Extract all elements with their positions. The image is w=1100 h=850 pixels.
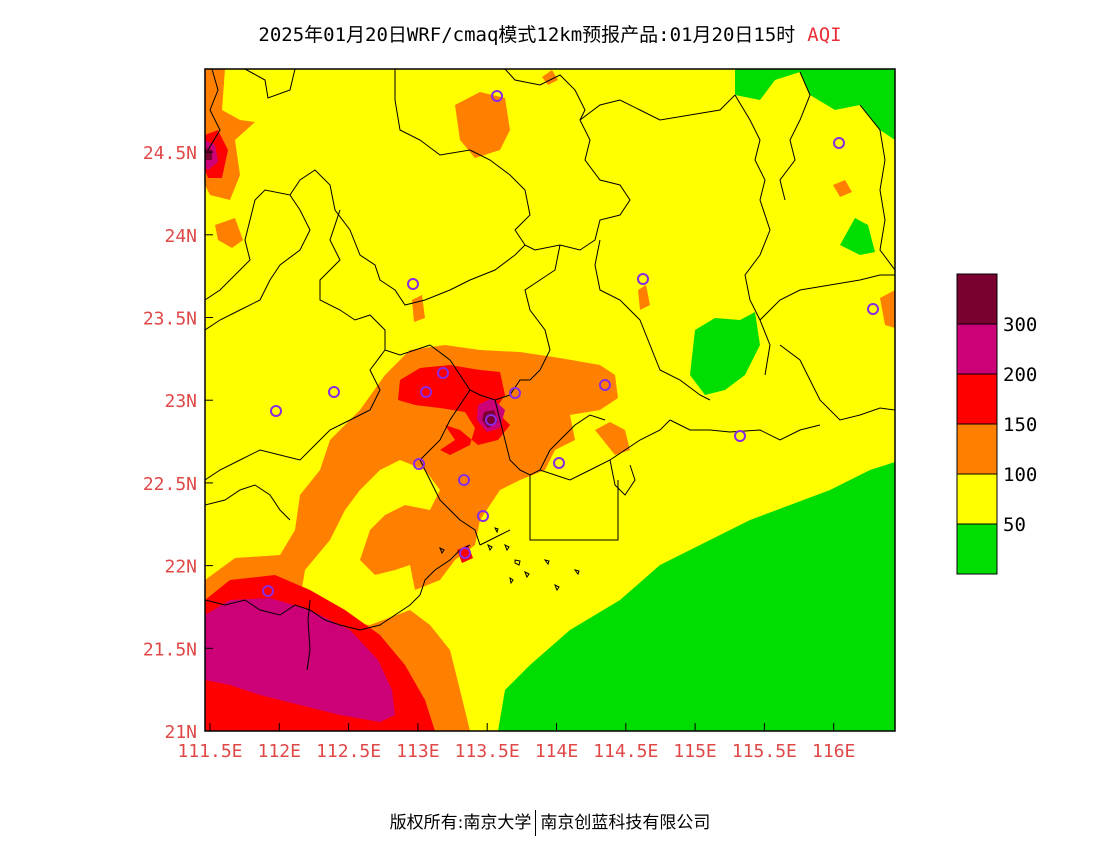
- station-marker: [459, 547, 471, 559]
- station-marker: [599, 379, 611, 391]
- aqi-field-usg-small-b: [638, 285, 650, 310]
- legend-swatch: [956, 373, 998, 425]
- station-marker: [867, 303, 879, 315]
- y-tick-label: 21.5N: [143, 639, 197, 660]
- station-marker: [270, 405, 282, 417]
- islands: [439, 527, 580, 592]
- legend-swatch: [956, 273, 998, 325]
- legend-label: 100: [1003, 464, 1037, 486]
- legend-swatch: [956, 473, 998, 525]
- x-axis: 111.5E 112E 112.5E 113E 113.5E 114E 114.5E 115E…: [177, 723, 855, 762]
- y-tick-label: 23.5N: [143, 309, 197, 330]
- x-tick-label: 111.5E: [177, 741, 242, 762]
- color-legend: 300 200 150 100 50: [956, 273, 1037, 575]
- title-variable: AQI: [807, 24, 842, 46]
- station-marker: [637, 273, 649, 285]
- station-marker: [420, 386, 432, 398]
- y-tick-label: 22.5N: [143, 474, 197, 495]
- x-tick-label: 115E: [673, 741, 716, 762]
- copyright-footer: 版权所有:南京大学 南京创蓝科技有限公司: [0, 808, 1100, 836]
- y-tick-label: 23N: [164, 391, 197, 412]
- aqi-field-usg-west: [215, 218, 243, 248]
- x-tick-label: 114.5E: [593, 741, 658, 762]
- station-marker: [413, 458, 425, 470]
- station-marker: [491, 90, 503, 102]
- y-tick-label: 24N: [164, 226, 197, 247]
- aqi-field-very-unhealthy-southwest: [205, 598, 395, 722]
- x-tick-label: 113.5E: [455, 741, 520, 762]
- aqi-field-usg-small-a: [412, 295, 425, 322]
- aqi-field-usg-east: [880, 290, 895, 328]
- legend-label: 150: [1003, 414, 1037, 436]
- y-tick-label: 21N: [164, 722, 197, 743]
- y-axis: 21N 21.5N 22N 22.5N 23N 23.5N 24N 24.5N: [143, 143, 213, 743]
- x-tick-label: 115.5E: [732, 741, 797, 762]
- legend-swatch: [956, 523, 998, 575]
- station-marker: [458, 474, 470, 486]
- aqi-field-usg-small-d: [833, 180, 852, 197]
- legend-label: 200: [1003, 364, 1037, 386]
- station-markers: [262, 90, 879, 597]
- admin-boundaries: [205, 69, 895, 671]
- legend-frame: [956, 273, 998, 575]
- aqi-field-usg-north: [455, 92, 510, 158]
- station-marker: [734, 430, 746, 442]
- station-marker: [553, 457, 565, 469]
- aqi-field-good-northeast: [735, 69, 895, 140]
- station-marker: [262, 585, 274, 597]
- title-main: 2025年01月20日WRF/cmaq模式12km预报产品:01月20日15时: [258, 24, 796, 46]
- legend-label: 300: [1003, 314, 1037, 336]
- station-marker: [477, 510, 489, 522]
- station-marker: [509, 387, 521, 399]
- station-marker: [485, 414, 497, 426]
- legend-label: 50: [1003, 514, 1026, 536]
- station-marker: [437, 367, 449, 379]
- map-title: 2025年01月20日WRF/cmaq模式12km预报产品:01月20日15时 A…: [0, 20, 1100, 47]
- station-marker: [328, 386, 340, 398]
- aqi-field-good-central: [690, 312, 760, 395]
- legend-swatch: [956, 423, 998, 475]
- x-tick-label: 114E: [535, 741, 578, 762]
- aqi-field-hazardous-west-edge: [205, 148, 212, 160]
- x-tick-label: 112.5E: [316, 741, 381, 762]
- plot-area: [205, 69, 895, 731]
- y-tick-label: 22N: [164, 557, 197, 578]
- aqi-field-usg-small-c: [595, 422, 630, 455]
- x-tick-label: 113E: [396, 741, 439, 762]
- aqi-field-usg-dot: [542, 70, 558, 85]
- footer-separator: [535, 810, 537, 836]
- aqi-field-good-southeast: [498, 462, 895, 731]
- legend-swatch: [956, 323, 998, 375]
- y-tick-label: 24.5N: [143, 143, 197, 164]
- station-marker: [833, 137, 845, 149]
- copyright-left: 版权所有:南京大学: [389, 813, 532, 833]
- copyright-right: 南京创蓝科技有限公司: [540, 813, 711, 833]
- station-marker: [407, 278, 419, 290]
- aqi-field-good-small: [840, 218, 875, 255]
- x-tick-label: 112E: [258, 741, 301, 762]
- x-tick-label: 116E: [812, 741, 855, 762]
